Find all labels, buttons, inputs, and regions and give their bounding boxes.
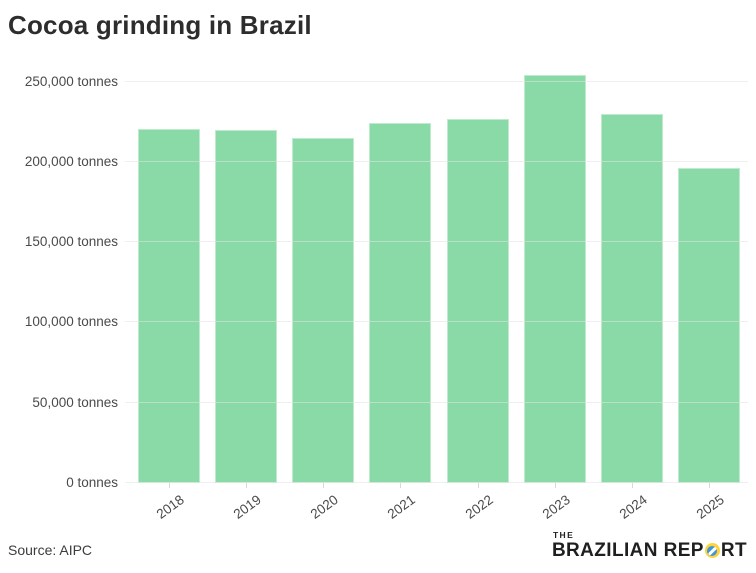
- x-tick-label-2022: 2022: [462, 492, 496, 522]
- bar-slot: [362, 70, 439, 483]
- y-tick-label: 200,000 tonnes: [24, 153, 118, 169]
- x-tick-label-2025: 2025: [694, 492, 728, 522]
- brand-logo: THE BRAZILIAN REP RT: [552, 530, 747, 560]
- bar-2023: [523, 75, 586, 483]
- bar-slot: [516, 70, 593, 483]
- x-tick: [554, 483, 556, 488]
- x-tick: [323, 483, 325, 488]
- bar-slot: [130, 70, 207, 483]
- bar-slot: [207, 70, 284, 483]
- x-tick-label-2021: 2021: [385, 492, 419, 522]
- brand-globe-icon: [704, 543, 720, 558]
- x-tick-label-2020: 2020: [307, 492, 341, 522]
- bar-2024: [601, 113, 664, 483]
- x-tick-label-2023: 2023: [539, 492, 573, 522]
- brand-logo-text-left: BRAZILIAN REP: [551, 540, 704, 561]
- bar-slot: [285, 70, 362, 483]
- bars-layer: [130, 70, 748, 483]
- y-tick-label: 0 tonnes: [66, 475, 118, 490]
- y-tick-label: 150,000 tonnes: [24, 234, 118, 250]
- x-tick: [245, 483, 247, 488]
- x-tick: [168, 483, 170, 488]
- y-axis-labels: 0 tonnes 50,000 tonnes 100,000 tonnes 150,0…: [0, 70, 118, 491]
- bar-2019: [214, 129, 277, 483]
- x-tick-label-2024: 2024: [616, 492, 650, 522]
- brand-logo-wordmark: BRAZILIAN REP RT: [552, 541, 747, 560]
- bar-slot: [439, 70, 516, 483]
- chart-title: Cocoa grinding in Brazil: [8, 10, 312, 40]
- x-tick: [632, 483, 634, 488]
- bar-2020: [292, 137, 355, 483]
- bar-slot: [594, 70, 671, 483]
- y-tick-label: 250,000 tonnes: [24, 73, 118, 89]
- y-tick-label: 100,000 tonnes: [24, 314, 118, 330]
- x-tick: [709, 483, 711, 488]
- y-tick-label: 50,000 tonnes: [32, 394, 118, 410]
- x-tick: [477, 483, 479, 488]
- bar-2018: [137, 128, 200, 483]
- brand-logo-text-right: RT: [720, 540, 747, 561]
- bar-slot: [671, 70, 748, 483]
- bar-2021: [369, 123, 432, 483]
- brand-logo-the: THE: [552, 530, 575, 540]
- bar-chart: 0 tonnes 50,000 tonnes 100,000 tonnes 150,0…: [0, 70, 756, 522]
- x-tick: [400, 483, 402, 488]
- x-tick-label-2018: 2018: [153, 492, 187, 522]
- x-axis: 2018 2019 2020 2021 2022 2023 2024 2025: [130, 483, 748, 533]
- bar-2022: [446, 119, 509, 483]
- x-tick-label-2019: 2019: [230, 492, 264, 522]
- source-label: Source: AIPC: [8, 542, 93, 558]
- bar-2025: [678, 168, 741, 483]
